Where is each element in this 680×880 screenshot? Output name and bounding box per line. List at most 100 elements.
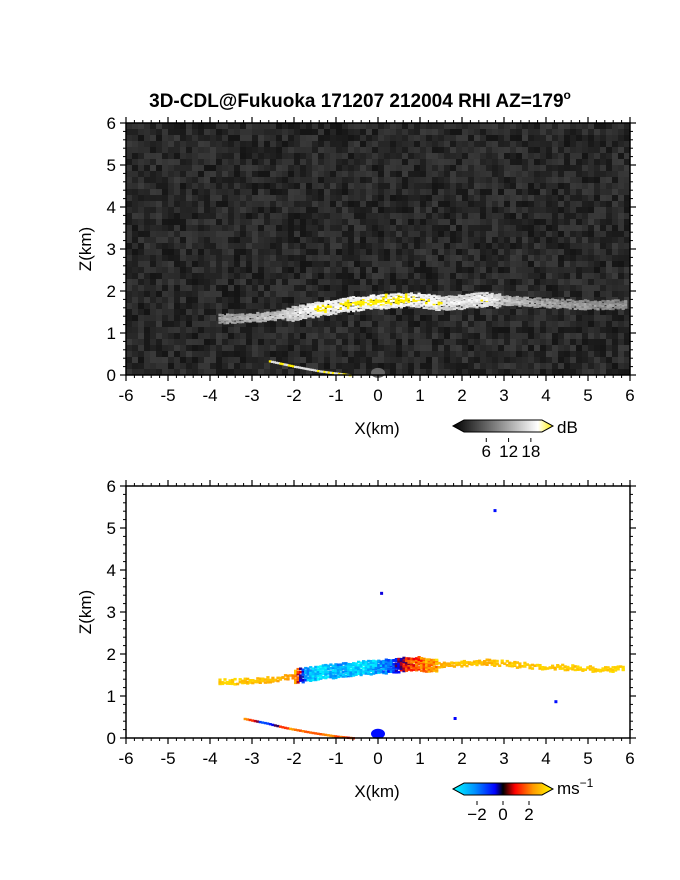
noise-cell: [162, 201, 168, 207]
layer-point: [394, 305, 398, 309]
noise-cell: [378, 261, 384, 267]
noise-cell: [180, 321, 186, 327]
noise-cell: [498, 195, 504, 201]
layer-point: [319, 302, 323, 305]
noise-cell: [516, 189, 522, 195]
noise-cell: [240, 207, 246, 213]
noise-cell: [156, 291, 162, 297]
layer-point: [271, 315, 275, 318]
noise-cell: [558, 369, 564, 375]
layer-point: [472, 301, 477, 304]
noise-cell: [594, 333, 600, 339]
noise-cell: [204, 315, 210, 321]
noise-cell: [396, 195, 402, 201]
layer-point: [226, 319, 230, 322]
noise-cell: [546, 177, 552, 183]
noise-cell: [216, 225, 222, 231]
noise-cell: [600, 261, 606, 267]
noise-cell: [426, 219, 432, 225]
noise-cell: [516, 225, 522, 231]
noise-cell: [432, 231, 438, 237]
noise-cell: [456, 255, 462, 261]
noise-cell: [126, 279, 132, 285]
layer-point: [551, 304, 555, 308]
noise-cell: [240, 255, 246, 261]
noise-cell: [144, 357, 150, 363]
layer-point: [334, 309, 338, 312]
noise-cell: [252, 135, 258, 141]
noise-cell: [228, 237, 234, 243]
noise-cell: [498, 285, 504, 291]
noise-cell: [600, 243, 606, 249]
noise-cell: [546, 171, 552, 177]
noise-cell: [366, 315, 372, 321]
noise-cell: [330, 285, 336, 291]
noise-cell: [240, 297, 246, 303]
noise-cell: [186, 351, 192, 357]
noise-cell: [204, 267, 210, 273]
noise-cell: [456, 369, 462, 375]
layer-point: [465, 304, 469, 307]
noise-cell: [462, 153, 468, 159]
noise-cell: [192, 345, 198, 351]
noise-cell: [462, 201, 468, 207]
noise-cell: [612, 255, 618, 261]
noise-cell: [396, 201, 402, 207]
noise-cell: [222, 297, 228, 303]
noise-cell: [168, 231, 174, 237]
layer-point: [553, 303, 557, 306]
noise-cell: [150, 315, 156, 321]
noise-cell: [444, 309, 450, 315]
noise-cell: [174, 345, 180, 351]
layer-point: [309, 306, 313, 310]
noise-cell: [492, 339, 498, 345]
noise-cell: [354, 357, 360, 363]
layer-point: [530, 304, 535, 307]
noise-cell: [534, 207, 540, 213]
trail-point: [327, 371, 331, 374]
noise-cell: [222, 147, 228, 153]
noise-cell: [168, 129, 174, 135]
layer-point: [311, 316, 315, 319]
noise-cell: [168, 321, 174, 327]
noise-cell: [408, 147, 414, 153]
noise-cell: [420, 369, 426, 375]
noise-cell: [168, 363, 174, 369]
noise-cell: [462, 255, 468, 261]
layer-point: [326, 301, 330, 304]
noise-cell: [222, 285, 228, 291]
noise-cell: [366, 321, 372, 327]
layer-point: [372, 294, 376, 297]
noise-cell: [600, 183, 606, 189]
noise-cell: [474, 165, 480, 171]
noise-cell: [168, 141, 174, 147]
noise-cell: [552, 189, 558, 195]
noise-cell: [396, 249, 402, 255]
noise-cell: [510, 291, 516, 297]
noise-cell: [558, 231, 564, 237]
noise-cell: [456, 243, 462, 249]
noise-cell: [468, 309, 474, 315]
noise-cell: [492, 189, 498, 195]
noise-cell: [384, 201, 390, 207]
noise-cell: [582, 327, 588, 333]
noise-cell: [138, 141, 144, 147]
noise-cell: [426, 189, 432, 195]
layer-point: [299, 317, 303, 321]
noise-cell: [228, 273, 234, 279]
noise-cell: [522, 141, 528, 147]
layer-point: [467, 293, 472, 297]
noise-cell: [378, 255, 384, 261]
noise-cell: [360, 369, 366, 375]
noise-cell: [138, 123, 144, 129]
layer-point: [311, 307, 315, 311]
noise-cell: [294, 333, 300, 339]
layer-point: [387, 301, 391, 304]
layer-point: [427, 303, 431, 306]
noise-cell: [210, 153, 216, 159]
noise-cell: [462, 291, 468, 297]
layer-point: [387, 302, 391, 305]
noise-cell: [558, 183, 564, 189]
layer-point: [619, 306, 623, 309]
layer-point: [233, 321, 237, 324]
